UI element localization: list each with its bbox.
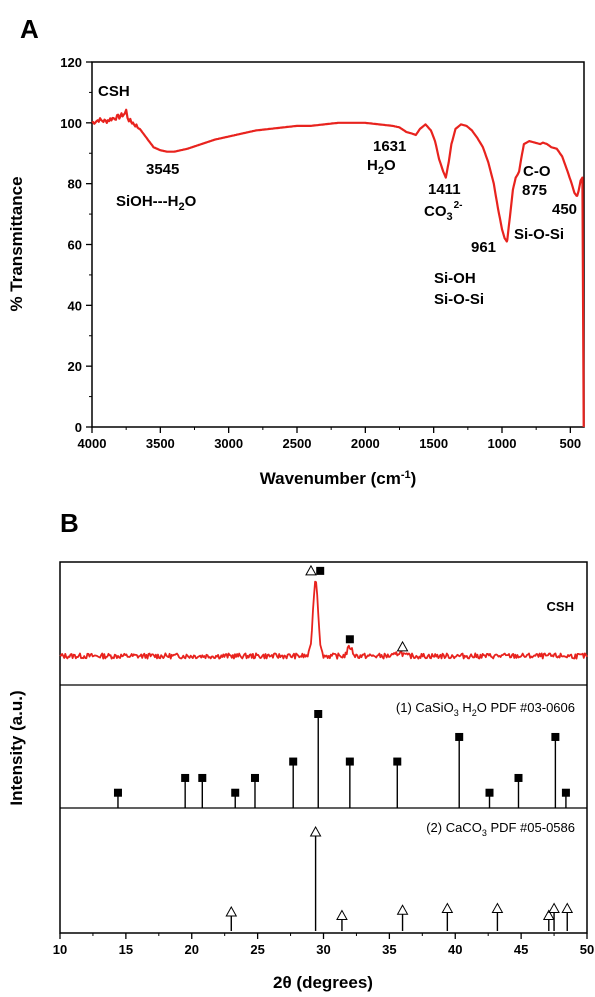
ftir-x-tick-label: 3000 xyxy=(214,436,243,451)
ann-c-o: C-O xyxy=(523,163,551,180)
xrd-ticks: 10 15 20 25 30 35 40 45 50 xyxy=(53,933,594,957)
ann-1631: 1631 xyxy=(373,138,406,155)
ftir-x-tick-label: 1000 xyxy=(488,436,517,451)
panel-letter-a: A xyxy=(20,14,39,44)
ann-961: 961 xyxy=(471,239,496,256)
ftir-y-tick-label: 80 xyxy=(68,177,82,192)
ref1-stick-marker xyxy=(485,788,494,797)
ftir-x-tick-label: 500 xyxy=(559,436,581,451)
caco3-phase-marker xyxy=(305,564,317,576)
ref1-stick-marker xyxy=(231,788,240,797)
ann-450: 450 xyxy=(552,201,577,218)
ref1-stick-marker xyxy=(455,732,464,741)
ftir-x-tick-label: 3500 xyxy=(146,436,175,451)
xrd-chart: 10 15 20 25 30 35 40 45 50 CSH (1) CaSiO3 H2O PD… xyxy=(7,561,594,992)
ref2-stick-marker xyxy=(309,825,322,837)
ftir-plot-frame xyxy=(91,61,585,428)
panel-letter-b: B xyxy=(60,508,79,538)
ref2-stick-marker xyxy=(491,902,504,914)
ann-co3: CO32- xyxy=(424,200,463,223)
xrd-x-tick-label: 30 xyxy=(316,942,330,957)
reference-caco3-lines xyxy=(225,825,574,931)
xrd-plot-frame xyxy=(59,561,588,934)
xrd-x-tick-label: 50 xyxy=(580,942,594,957)
ftir-x-tick-label: 2500 xyxy=(283,436,312,451)
ftir-spectrum-line xyxy=(91,108,585,428)
ftir-y-tick-label: 60 xyxy=(68,238,82,253)
ann-si-o-si-450: Si-O-Si xyxy=(514,226,564,243)
ftir-y-tick-label: 0 xyxy=(75,420,82,435)
ftir-ticks: 4000 3500 3000 2500 2000 1500 1000 500 0 20 40 60 80… xyxy=(60,55,581,451)
ref2-stick-marker xyxy=(548,902,560,914)
ref2-stick-marker xyxy=(336,909,348,921)
ftir-x-tick-label: 2000 xyxy=(351,436,380,451)
ftir-y-axis-label: % Transmittance xyxy=(7,176,26,311)
xrd-phase-markers xyxy=(305,564,409,652)
ref2-label: (2) CaCO3 PDF #05-0586 xyxy=(426,820,575,838)
ref1-stick-marker xyxy=(314,710,323,718)
xrd-x-tick-label: 10 xyxy=(53,942,67,957)
ann-sioh-h2o: SiOH---H2O xyxy=(116,193,197,213)
xrd-y-axis-label: Intensity (a.u.) xyxy=(7,690,26,805)
ftir-y-tick-label: 20 xyxy=(68,359,82,374)
ref1-stick-marker xyxy=(289,757,298,766)
ref1-label: (1) CaSiO3 H2O PDF #03-0606 xyxy=(396,700,575,718)
xrd-x-tick-label: 20 xyxy=(185,942,199,957)
ref1-stick-marker xyxy=(181,773,190,782)
ref1-stick-marker xyxy=(514,773,523,782)
xrd-x-tick-label: 15 xyxy=(119,942,133,957)
ref1-stick-marker xyxy=(345,757,354,766)
ref2-stick-marker xyxy=(441,902,454,914)
ftir-x-tick-label: 4000 xyxy=(78,436,107,451)
ref2-stick-marker xyxy=(225,906,238,917)
ref1-stick-marker xyxy=(393,757,402,766)
xrd-x-tick-label: 35 xyxy=(382,942,396,957)
ftir-x-axis-label: Wavenumber (cm-1) xyxy=(260,469,417,488)
ref1-stick-marker xyxy=(113,788,122,797)
ref1-stick-marker xyxy=(551,732,560,741)
ftir-x-tick-label: 1500 xyxy=(419,436,448,451)
ann-si-o-si-961: Si-O-Si xyxy=(434,291,484,308)
xrd-x-axis-label: 2θ (degrees) xyxy=(273,973,373,992)
csh-phase-marker xyxy=(316,566,325,575)
csh-phase-marker xyxy=(345,635,354,644)
ann-csh: CSH xyxy=(98,83,130,100)
ref1-stick-marker xyxy=(250,773,259,782)
ref1-stick-marker xyxy=(561,788,570,797)
ref1-stick-marker xyxy=(198,773,207,782)
ann-1411: 1411 xyxy=(428,181,461,198)
ann-h2o: H2O xyxy=(367,157,396,177)
ann-3545: 3545 xyxy=(146,161,179,178)
xrd-sample-label: CSH xyxy=(547,599,574,614)
xrd-x-tick-label: 25 xyxy=(250,942,264,957)
xrd-pattern-line xyxy=(59,580,588,660)
xrd-x-tick-label: 40 xyxy=(448,942,462,957)
ann-875: 875 xyxy=(522,182,547,199)
caco3-phase-marker xyxy=(396,640,409,652)
xrd-x-tick-label: 45 xyxy=(514,942,528,957)
ann-si-oh: Si-OH xyxy=(434,270,476,287)
ref2-stick-marker xyxy=(561,902,574,914)
ftir-y-tick-label: 120 xyxy=(60,55,82,70)
ftir-y-tick-label: 100 xyxy=(60,116,82,131)
ftir-chart: 4000 3500 3000 2500 2000 1500 1000 500 0 20 40 60 80… xyxy=(7,55,585,488)
ref2-stick-marker xyxy=(396,904,409,915)
ftir-y-tick-label: 40 xyxy=(68,298,82,313)
reference-csh-lines xyxy=(113,710,570,808)
ref2-stick-marker xyxy=(542,909,555,921)
